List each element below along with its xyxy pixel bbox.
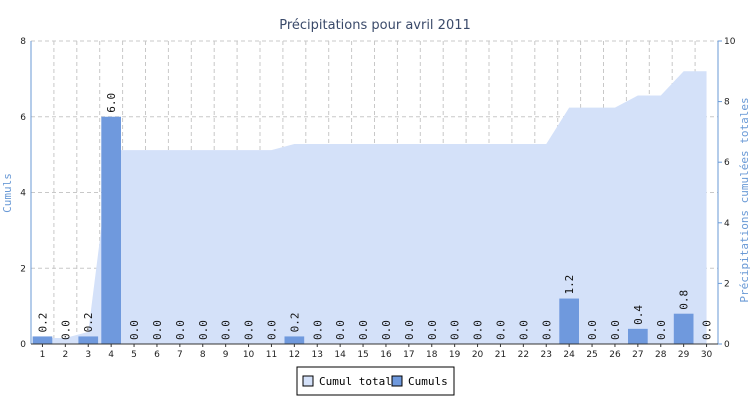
y2-tick-label: 4	[724, 219, 730, 229]
x-tick-label: 13	[312, 350, 323, 360]
y2-tick-label: 8	[724, 98, 730, 108]
data-label: 0.0	[494, 320, 507, 340]
data-label: 0.0	[265, 320, 278, 340]
x-tick-label: 8	[200, 350, 206, 360]
bar	[78, 336, 99, 344]
x-tick-label: 23	[541, 350, 552, 360]
y-tick-label: 0	[20, 340, 26, 350]
x-tick-label: 21	[495, 350, 506, 360]
x-tick-label: 4	[108, 350, 114, 360]
legend-label-cumul-total: Cumul total	[319, 375, 392, 388]
data-label: 0.0	[609, 320, 622, 340]
x-tick-label: 26	[609, 350, 621, 360]
x-tick-label: 20	[472, 350, 484, 360]
data-label: 0.2	[288, 313, 301, 333]
area-cumul-total	[42, 71, 707, 345]
data-label: 0.0	[220, 320, 233, 340]
y-tick-label: 6	[20, 113, 26, 123]
bar	[101, 116, 121, 344]
x-tick-label: 11	[266, 350, 277, 360]
bar	[673, 313, 694, 344]
x-tick-label: 28	[655, 350, 667, 360]
data-label: 0.0	[311, 320, 324, 340]
data-label: 0.0	[701, 320, 714, 340]
data-label: 0.0	[151, 320, 164, 340]
data-label: 0.0	[540, 320, 553, 340]
data-label: 1.2	[563, 275, 576, 295]
legend-label-cumuls: Cumuls	[408, 375, 448, 388]
legend-box	[296, 366, 455, 396]
data-label: 0.2	[82, 313, 95, 333]
data-label: 0.0	[472, 320, 485, 340]
y2-tick-label: 6	[724, 158, 730, 168]
data-labels: 0.2 0.0 0.2 6.0 0.0 0.0 0.0 0.0 0.0 0.0 0.0 0.2 0.0 0…	[36, 93, 713, 340]
x-tick-label: 6	[154, 350, 160, 360]
x-tick-label: 30	[701, 350, 713, 360]
x-tick-label: 27	[632, 350, 643, 360]
chart-title: Précipitations pour avril 2011	[279, 18, 471, 33]
data-label: 0.0	[59, 320, 72, 340]
data-label: 0.0	[243, 320, 256, 340]
bar-series	[32, 116, 694, 344]
data-label: 0.0	[426, 320, 439, 340]
data-label: 0.0	[586, 320, 599, 340]
x-tick-label: 5	[131, 350, 137, 360]
data-label: 0.0	[334, 320, 347, 340]
legend-swatch-cumul-total	[302, 375, 314, 387]
x-tick-label: 24	[563, 350, 575, 360]
data-label: 0.0	[449, 320, 462, 340]
bar	[559, 298, 579, 344]
bar	[32, 336, 53, 344]
data-label: 0.0	[174, 320, 187, 340]
y-tick-label: 2	[20, 264, 26, 274]
bar	[284, 336, 305, 344]
data-label: 0.0	[403, 320, 416, 340]
y2-tick-label: 0	[724, 340, 730, 350]
bar	[628, 328, 648, 344]
x-tick-label: 19	[449, 350, 461, 360]
x-tick-label: 17	[403, 350, 414, 360]
data-label: 0.0	[517, 320, 530, 340]
data-label: 0.8	[678, 290, 691, 310]
cumulative-area	[42, 71, 707, 345]
data-label: 0.4	[632, 305, 645, 325]
x-tick-label: 25	[586, 350, 597, 360]
x-tick-label: 3	[85, 350, 91, 360]
x-tick-label: 29	[678, 350, 690, 360]
y2-tick-label: 10	[724, 37, 736, 47]
data-label: 0.0	[380, 320, 393, 340]
x-tick-label: 16	[380, 350, 392, 360]
data-label: 0.0	[128, 320, 141, 340]
y2-axis-label: Précipitations cumulées totales	[738, 97, 750, 302]
legend-swatch-cumuls	[391, 375, 403, 387]
x-tick-label: 10	[243, 350, 255, 360]
legend: Cumul total Cumuls	[296, 366, 455, 396]
x-tick-label: 1	[40, 350, 46, 360]
data-label: 0.0	[197, 320, 210, 340]
x-tick-label: 18	[426, 350, 438, 360]
y2-tick-label: 2	[724, 279, 730, 289]
x-tick-label: 22	[518, 350, 529, 360]
x-tick-label: 15	[357, 350, 368, 360]
x-tick-label: 7	[177, 350, 183, 360]
x-tick-label: 12	[289, 350, 300, 360]
data-label: 0.0	[357, 320, 370, 340]
data-label: 0.0	[655, 320, 668, 340]
y-tick-label: 8	[20, 37, 26, 47]
y-axis-label: Cumuls	[1, 173, 14, 213]
x-tick-label: 2	[62, 350, 68, 360]
data-label: 0.2	[36, 313, 49, 333]
x-tick-label: 9	[223, 350, 229, 360]
y-tick-label: 4	[20, 189, 26, 199]
data-label: 6.0	[105, 93, 118, 113]
x-tick-label: 14	[334, 350, 346, 360]
